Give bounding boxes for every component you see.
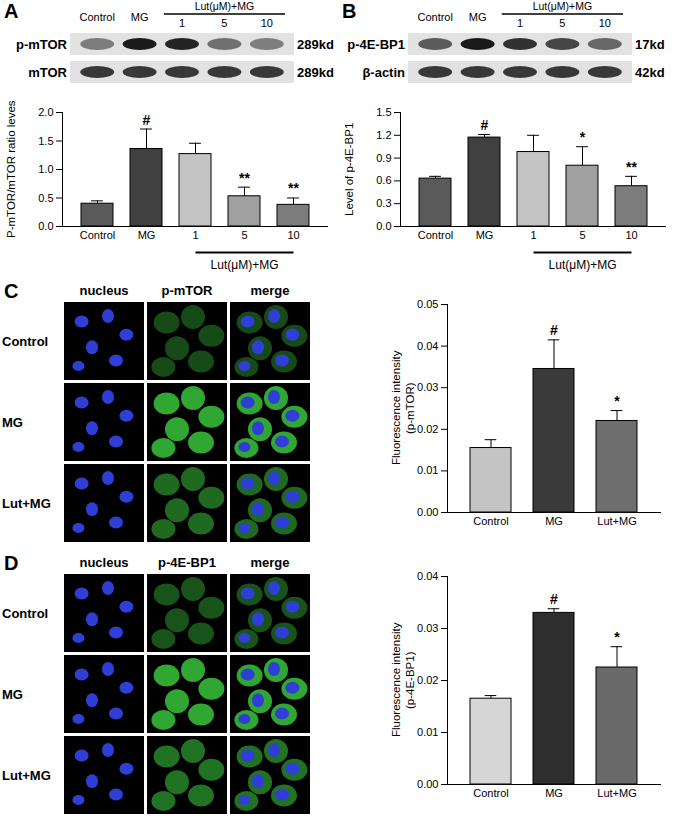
svg-text:nucleus: nucleus — [79, 555, 128, 570]
svg-text:Control: Control — [80, 229, 115, 241]
svg-text:#: # — [550, 591, 558, 607]
svg-text:5: 5 — [241, 229, 247, 241]
svg-text:1.0: 1.0 — [38, 163, 53, 175]
html-text:Fluorescence intensity (p-mTOR: Fluorescence intensity (p-mTOR) — [390, 350, 416, 466]
svg-text:0.0: 0.0 — [38, 220, 53, 232]
svg-text:p-4E-BP1: p-4E-BP1 — [347, 37, 405, 52]
svg-text:#: # — [550, 322, 558, 338]
html-text:Level of p-4E-BP1: Level of p-4E-BP1 — [343, 122, 355, 216]
svg-text:p-mTOR: p-mTOR — [161, 283, 213, 298]
svg-text:*: * — [614, 629, 620, 645]
svg-text:**: ** — [239, 170, 250, 186]
svg-text:0.04: 0.04 — [417, 340, 438, 352]
svg-text:Lut(μM)+MG: Lut(μM)+MG — [211, 258, 279, 272]
svg-text:10: 10 — [261, 17, 273, 29]
svg-text:MG: MG — [131, 11, 149, 23]
svg-text:MG: MG — [2, 415, 23, 430]
svg-text:p-4E-BP1: p-4E-BP1 — [158, 555, 216, 570]
svg-text:0.05: 0.05 — [417, 298, 438, 310]
svg-text:Lut+MG: Lut+MG — [597, 515, 636, 527]
svg-text:MG: MG — [545, 787, 563, 799]
svg-text:Lut(μM)+MG: Lut(μM)+MG — [195, 0, 254, 12]
svg-text:5: 5 — [221, 17, 227, 29]
svg-text:0.9: 0.9 — [376, 152, 391, 164]
svg-text:1: 1 — [530, 229, 536, 241]
svg-text:289kd: 289kd — [297, 37, 334, 52]
svg-text:B: B — [342, 0, 356, 22]
svg-text:**: ** — [288, 180, 299, 196]
svg-text:Control: Control — [79, 11, 114, 23]
svg-text:#: # — [481, 117, 489, 133]
svg-text:nucleus: nucleus — [79, 283, 128, 298]
svg-text:Control: Control — [418, 229, 453, 241]
svg-text:289kd: 289kd — [297, 65, 334, 80]
svg-text:Lut+MG: Lut+MG — [2, 768, 51, 783]
svg-text:A: A — [4, 0, 18, 22]
svg-text:5: 5 — [579, 229, 585, 241]
svg-text:**: ** — [626, 159, 637, 175]
svg-text:*: * — [614, 393, 620, 409]
svg-text:0.00: 0.00 — [417, 506, 438, 518]
svg-text:MG: MG — [545, 515, 563, 527]
svg-text:0.02: 0.02 — [417, 423, 438, 435]
svg-text:0.00: 0.00 — [417, 778, 438, 790]
svg-text:Lut(μM)+MG: Lut(μM)+MG — [533, 0, 592, 12]
svg-text:0.5: 0.5 — [38, 192, 53, 204]
svg-text:0.02: 0.02 — [417, 674, 438, 686]
svg-text:1: 1 — [179, 17, 185, 29]
svg-text:10: 10 — [599, 17, 611, 29]
svg-text:MG: MG — [138, 229, 156, 241]
svg-text:β-actin: β-actin — [362, 65, 405, 80]
svg-text:MG: MG — [2, 687, 23, 702]
svg-text:42kd: 42kd — [635, 65, 665, 80]
svg-text:merge: merge — [250, 283, 289, 298]
svg-text:17kd: 17kd — [635, 37, 665, 52]
html-text:P-mTOR/mTOR ratio leves: P-mTOR/mTOR ratio leves — [5, 100, 17, 238]
svg-text:D: D — [4, 552, 18, 574]
svg-text:p-mTOR: p-mTOR — [16, 37, 68, 52]
svg-text:0.0: 0.0 — [376, 220, 391, 232]
svg-text:0.01: 0.01 — [417, 726, 438, 738]
svg-text:C: C — [4, 280, 18, 302]
svg-text:1: 1 — [517, 17, 523, 29]
svg-text:Lut+MG: Lut+MG — [2, 496, 51, 511]
svg-text:0.03: 0.03 — [417, 622, 438, 634]
svg-text:*: * — [580, 129, 586, 145]
svg-text:0.3: 0.3 — [376, 197, 391, 209]
svg-text:0.04: 0.04 — [417, 570, 438, 582]
svg-text:mTOR: mTOR — [28, 65, 67, 80]
svg-text:Control: Control — [473, 787, 508, 799]
svg-text:Lut+MG: Lut+MG — [597, 787, 636, 799]
svg-text:merge: merge — [250, 555, 289, 570]
svg-text:0.01: 0.01 — [417, 464, 438, 476]
html-text:Fluorescence intensity (p-4E-B: Fluorescence intensity (p-4E-BP1) — [390, 622, 416, 738]
svg-text:Lut(μM)+MG: Lut(μM)+MG — [549, 258, 617, 272]
svg-text:0.6: 0.6 — [376, 174, 391, 186]
svg-text:1.5: 1.5 — [38, 135, 53, 147]
svg-text:0.03: 0.03 — [417, 381, 438, 393]
svg-text:Control: Control — [473, 515, 508, 527]
svg-text:10: 10 — [625, 229, 637, 241]
svg-text:5: 5 — [559, 17, 565, 29]
svg-text:1: 1 — [192, 229, 198, 241]
svg-text:1.5: 1.5 — [376, 106, 391, 118]
svg-text:MG: MG — [469, 11, 487, 23]
svg-text:2.0: 2.0 — [38, 106, 53, 118]
svg-text:Control: Control — [2, 334, 48, 349]
svg-text:MG: MG — [476, 229, 494, 241]
svg-text:#: # — [143, 112, 151, 128]
svg-text:10: 10 — [287, 229, 299, 241]
svg-text:Control: Control — [2, 606, 48, 621]
svg-text:Control: Control — [417, 11, 452, 23]
svg-text:1.2: 1.2 — [376, 129, 391, 141]
